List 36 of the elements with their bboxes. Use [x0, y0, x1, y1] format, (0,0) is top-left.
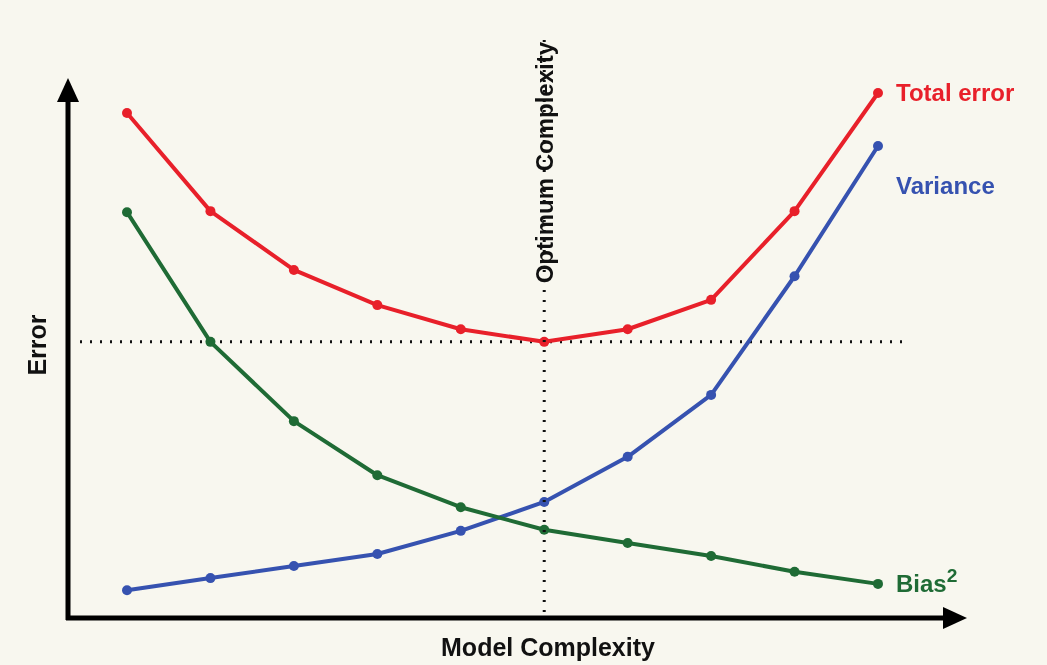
point: [455, 502, 466, 513]
series-label: Variance: [896, 172, 995, 200]
point: [205, 573, 216, 584]
point: [539, 524, 550, 535]
point: [372, 470, 383, 481]
y-axis-title: Error: [23, 314, 51, 376]
point: [122, 585, 132, 596]
point: [622, 451, 633, 462]
point: [205, 206, 216, 217]
point: [706, 294, 717, 305]
point: [789, 271, 800, 282]
point: [288, 264, 299, 275]
point: [706, 389, 717, 400]
point: [122, 107, 132, 118]
point: [455, 324, 466, 335]
point: [372, 548, 383, 559]
point: [372, 300, 383, 311]
point: [205, 336, 216, 347]
annotation: Optimum Complexity: [531, 41, 559, 284]
point: [622, 324, 633, 335]
point: [622, 537, 633, 548]
point: [122, 207, 132, 218]
x-axis-title: Model Complexity: [441, 633, 656, 661]
point: [873, 141, 883, 152]
series-label: Total error: [896, 79, 1015, 106]
point: [539, 496, 550, 507]
point: [288, 416, 299, 427]
series-label: Bias$^{2}$: [896, 564, 958, 597]
point: [288, 561, 299, 572]
point: [539, 336, 550, 347]
point: [455, 525, 466, 536]
point: [789, 206, 800, 217]
point: [873, 578, 883, 589]
point: [789, 566, 800, 577]
point: [873, 88, 883, 98]
point: [706, 551, 717, 562]
